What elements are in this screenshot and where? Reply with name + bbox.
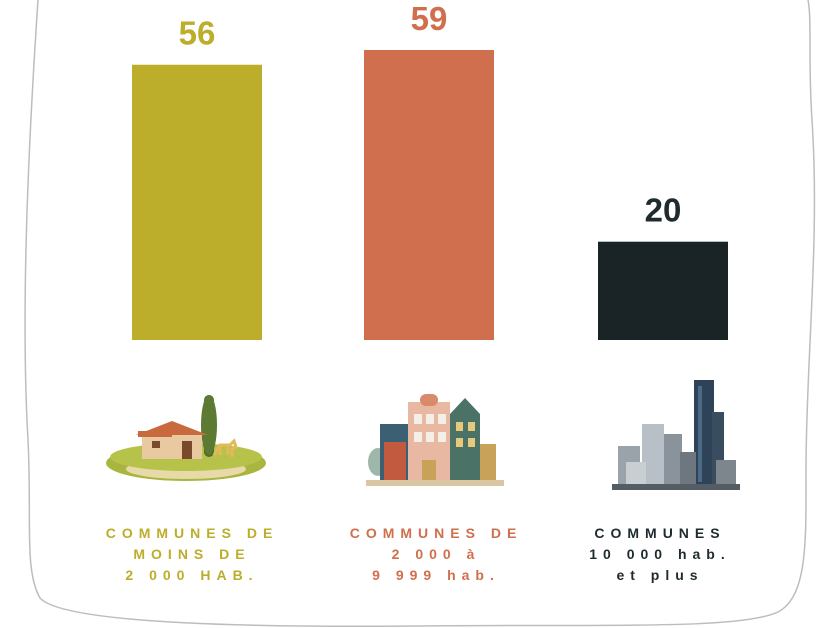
townhouses-icon — [366, 394, 504, 486]
bar-small-communes — [132, 64, 262, 341]
bar-large-communes — [598, 241, 728, 340]
frame-outline — [24, 0, 816, 628]
city-skyline-icon — [612, 380, 740, 490]
category-label-medium-communes: COMMUNES DE 2 000 à 9 999 hab. — [349, 525, 523, 583]
farmhouse-icon — [106, 395, 266, 481]
category-label-small-communes: COMMUNES DE MOINS DE 2 000 HAB. — [105, 525, 279, 583]
bar-value-small-communes: 56 — [179, 15, 216, 52]
bar-value-large-communes: 20 — [645, 192, 682, 229]
bar-value-medium-communes: 59 — [411, 0, 448, 37]
category-label-large-communes: COMMUNES 10 000 hab. et plus — [589, 525, 731, 583]
bar-medium-communes — [364, 50, 494, 340]
